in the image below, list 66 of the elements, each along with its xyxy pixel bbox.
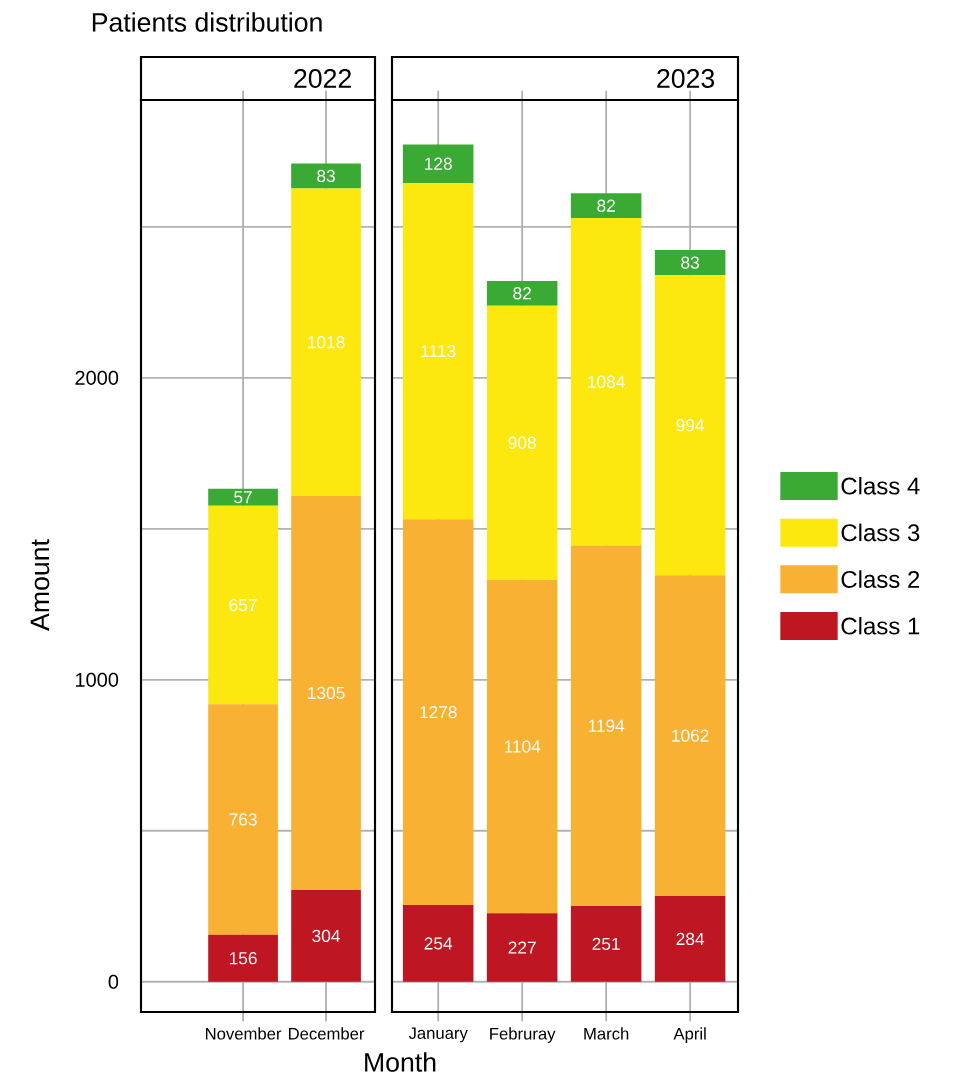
legend-label: Class 1 xyxy=(841,616,920,635)
data-label: 83 xyxy=(317,169,335,183)
data-label: 657 xyxy=(229,598,257,612)
bar xyxy=(402,144,474,184)
data-label: 1113 xyxy=(421,344,456,358)
chart-title: Patients distribution xyxy=(92,12,322,32)
y-tick-label: 1000 xyxy=(75,672,119,687)
data-label: 82 xyxy=(513,287,531,300)
bar xyxy=(570,906,642,982)
bar xyxy=(654,896,726,982)
x-tick-label: December xyxy=(288,1027,365,1040)
bar xyxy=(570,545,642,906)
x-tick-label: January xyxy=(408,1027,468,1043)
data-label: 1194 xyxy=(588,719,625,732)
bar xyxy=(654,275,726,576)
bar xyxy=(291,188,361,496)
bar xyxy=(486,579,558,914)
data-label: 1062 xyxy=(672,729,709,742)
bar xyxy=(402,183,474,520)
y-tick-label: 0 xyxy=(108,974,119,989)
data-label: 156 xyxy=(229,952,257,965)
bar xyxy=(654,250,726,276)
legend-label: Class 3 xyxy=(841,523,920,542)
bar xyxy=(208,488,278,506)
data-label: 251 xyxy=(592,937,620,951)
legend-label: Class 2 xyxy=(841,570,920,588)
x-tick-label: April xyxy=(673,1027,706,1043)
x-tick-label: Februray xyxy=(490,1027,556,1043)
bar xyxy=(654,575,726,897)
data-label: 304 xyxy=(312,929,340,943)
bar xyxy=(402,519,474,906)
data-label: 1104 xyxy=(504,740,541,753)
data-label: 1278 xyxy=(420,705,457,719)
data-label: 254 xyxy=(424,937,453,950)
bar xyxy=(291,163,361,189)
bar xyxy=(486,305,558,580)
bar xyxy=(402,905,474,982)
y-tick-label: 2000 xyxy=(75,370,119,385)
y-axis-title: Amount xyxy=(30,539,50,631)
bar xyxy=(208,704,278,935)
x-tick-label: November xyxy=(205,1027,282,1040)
data-label: 1305 xyxy=(308,686,345,700)
data-label: 227 xyxy=(508,941,536,954)
data-label: 57 xyxy=(234,491,252,504)
x-axis-title: Month xyxy=(365,1052,436,1072)
bar xyxy=(486,913,558,982)
chart-subtitle: 2023 xyxy=(657,69,715,88)
chart-subtitle: 2022 xyxy=(294,69,351,88)
data-label: 1084 xyxy=(588,375,625,388)
data-label: 284 xyxy=(676,932,705,946)
data-label: 83 xyxy=(681,256,700,269)
data-label: 128 xyxy=(425,157,452,170)
legend-label: Class 4 xyxy=(841,476,920,495)
bar xyxy=(570,218,642,546)
bar xyxy=(208,934,278,982)
bar xyxy=(291,495,361,890)
bar xyxy=(291,889,361,982)
data-label: 1018 xyxy=(308,336,345,349)
data-label: 763 xyxy=(229,813,257,826)
data-label: 82 xyxy=(597,199,615,212)
bar xyxy=(208,505,278,705)
data-label: 908 xyxy=(508,436,536,449)
x-tick-label: March xyxy=(584,1027,629,1040)
data-label: 994 xyxy=(676,419,705,432)
bar xyxy=(570,193,642,219)
bar xyxy=(486,280,558,306)
